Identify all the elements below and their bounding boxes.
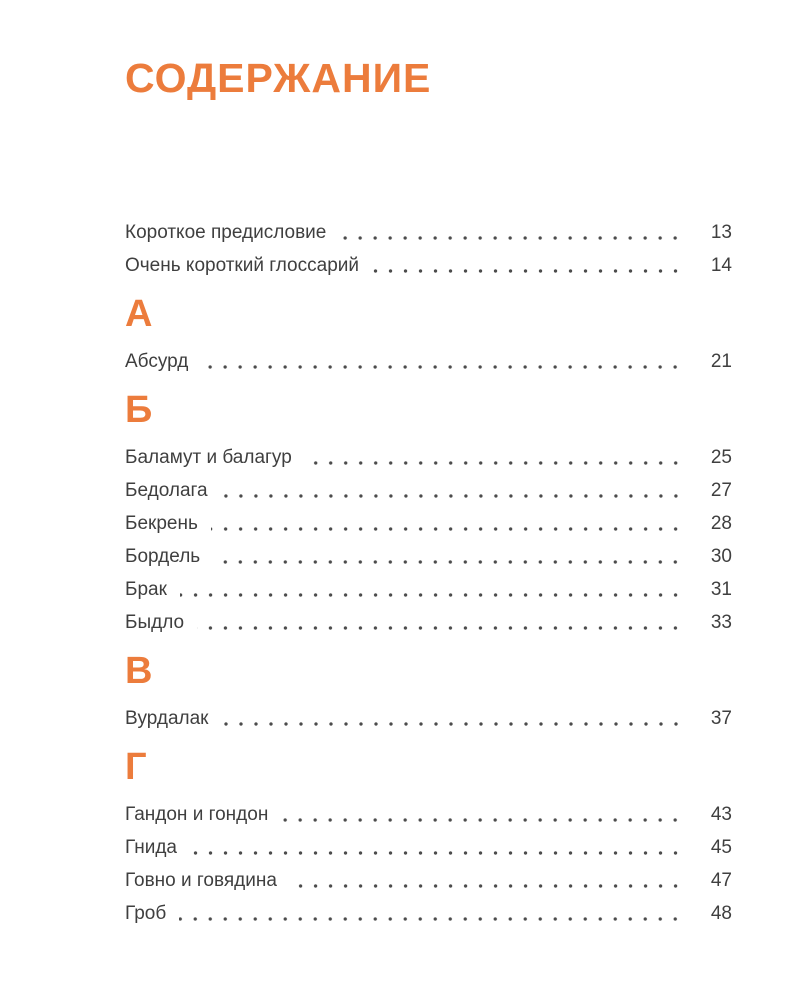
toc-row: Говно и говядина 47 [125,860,732,893]
toc-entry-label: Гнида [125,837,177,858]
toc-page-number: 37 [710,708,732,729]
toc-entry-label: Баламут и балагур [125,447,292,468]
dot-leader [221,698,684,731]
toc-entry-label: Бекрень [125,513,198,534]
section-letter: Г [125,746,147,788]
toc-entry-label: Быдло [125,612,185,633]
toc-page-number: 30 [710,546,732,567]
toc-section-b: Б Баламут и балагур 25 Бедолага 27 Бекре… [125,391,732,635]
toc-row: Вурдалак 37 [125,698,732,731]
toc-page-number: 13 [710,222,732,243]
toc-page-number: 28 [710,513,732,534]
toc-page-number: 47 [710,870,732,891]
toc-entry-label: Гроб [125,903,167,924]
dot-leader [213,536,684,569]
dot-leader [371,245,684,278]
toc-row: Бедолага 27 [125,470,732,503]
dot-leader [220,470,684,503]
page-title: СОДЕРЖАНИЕ [125,55,432,101]
toc-page-number: 27 [710,480,732,501]
dot-leader [281,794,684,827]
toc-section-v: В Вурдалак 37 [125,652,732,731]
dot-leader [201,341,684,374]
toc-row: Очень короткий глоссарий 14 [125,245,732,278]
toc-section-a: А Абсурд 21 [125,295,732,374]
toc-row: Гандон и гондон 43 [125,794,732,827]
toc-entry-label: Вурдалак [125,708,209,729]
toc-row: Брак 31 [125,569,732,602]
dot-leader [339,212,684,245]
toc-entry-label: Короткое предисловие [125,222,327,243]
toc-row: Бекрень 28 [125,503,732,536]
section-letter: В [125,650,153,692]
toc-entry-label: Говно и говядина [125,870,277,891]
toc-row: Гроб 48 [125,893,732,926]
toc-row: Баламут и балагур 25 [125,437,732,470]
section-letter: А [125,293,153,335]
toc-page-number: 25 [710,447,732,468]
toc-entry-label: Брак [125,579,167,600]
toc-row: Быдло 33 [125,602,732,635]
toc-front-matter: Короткое предисловие 13 Очень короткий г… [125,212,732,278]
toc-entry-label: Гандон и гондон [125,804,269,825]
toc-page-number: 45 [710,837,732,858]
toc-entry-label: Бедолага [125,480,208,501]
toc-page-number: 14 [710,255,732,276]
dot-leader [210,503,684,536]
dot-leader [189,827,684,860]
toc-row: Гнида 45 [125,827,732,860]
dot-leader [179,569,684,602]
section-letter: Б [125,389,153,431]
toc-page-number: 33 [710,612,732,633]
toc-entry-label: Очень короткий глоссарий [125,255,359,276]
dot-leader [179,893,684,926]
toc-page-number: 21 [710,351,732,372]
toc-entry-label: Абсурд [125,351,189,372]
toc-page-number: 48 [710,903,732,924]
toc-entry-label: Бордель [125,546,201,567]
dot-leader [289,860,684,893]
dot-leader [197,602,684,635]
toc-page-number: 43 [710,804,732,825]
toc-row: Бордель 30 [125,536,732,569]
toc-row: Короткое предисловие 13 [125,212,732,245]
toc-row: Абсурд 21 [125,341,732,374]
toc-page-number: 31 [710,579,732,600]
toc-section-g: Г Гандон и гондон 43 Гнида 45 Говно и го… [125,748,732,926]
dot-leader [304,437,684,470]
